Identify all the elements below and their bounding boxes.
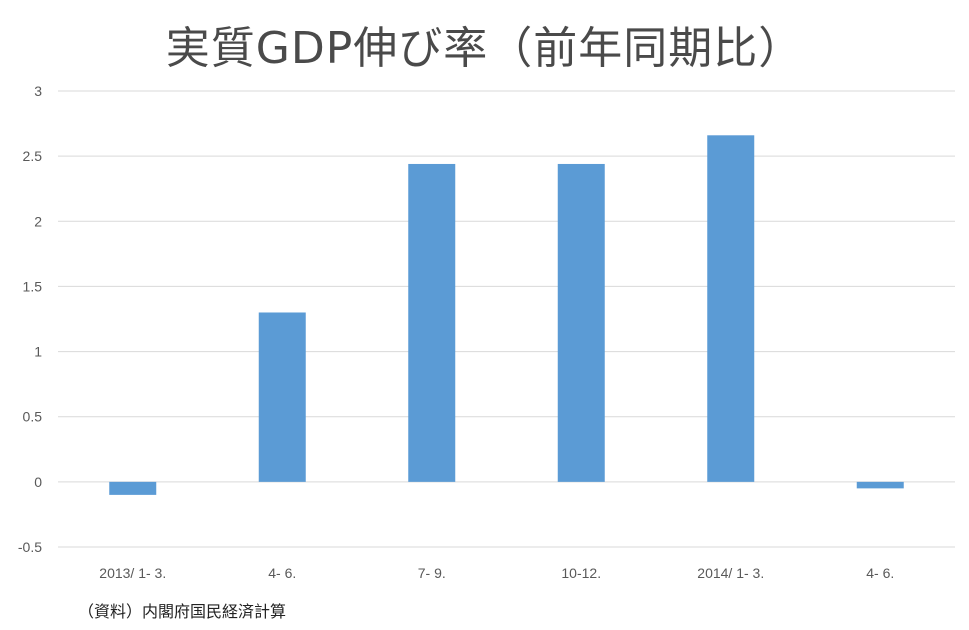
- bar: [408, 163, 456, 482]
- y-tick-label: -0.5: [18, 539, 42, 555]
- y-tick-label: 3: [34, 83, 42, 99]
- x-category-label: 4- 6.: [866, 565, 894, 581]
- source-note: （資料）内閣府国民経済計算: [78, 602, 287, 621]
- y-tick-label: 2: [34, 213, 42, 229]
- y-axis-ticks: -0.5 0 0.5 1 1.5 2 2.5 3: [18, 83, 42, 555]
- x-axis-labels: 2013/ 1- 3. 4- 6. 7- 9. 10-12. 2014/ 1- 3. 4-…: [99, 565, 894, 581]
- y-tick-label: 0.5: [23, 409, 43, 425]
- x-category-label: 7- 9.: [418, 565, 446, 581]
- gridlines: [58, 90, 955, 548]
- bars: [109, 135, 904, 495]
- x-category-label: 2014/ 1- 3.: [697, 565, 764, 581]
- y-tick-label: 1.5: [23, 278, 43, 294]
- bar: [557, 163, 605, 482]
- y-tick-label: 0: [34, 474, 42, 490]
- y-tick-label: 1: [34, 344, 42, 360]
- bar: [707, 135, 755, 482]
- bar: [109, 481, 157, 495]
- bar: [856, 481, 904, 489]
- x-category-label: 4- 6.: [268, 565, 296, 581]
- chart-title: 実質GDP伸び率（前年同期比）: [165, 23, 804, 74]
- x-category-label: 10-12.: [561, 565, 601, 581]
- y-tick-label: 2.5: [23, 148, 43, 164]
- bar: [258, 312, 306, 482]
- x-category-label: 2013/ 1- 3.: [99, 565, 166, 581]
